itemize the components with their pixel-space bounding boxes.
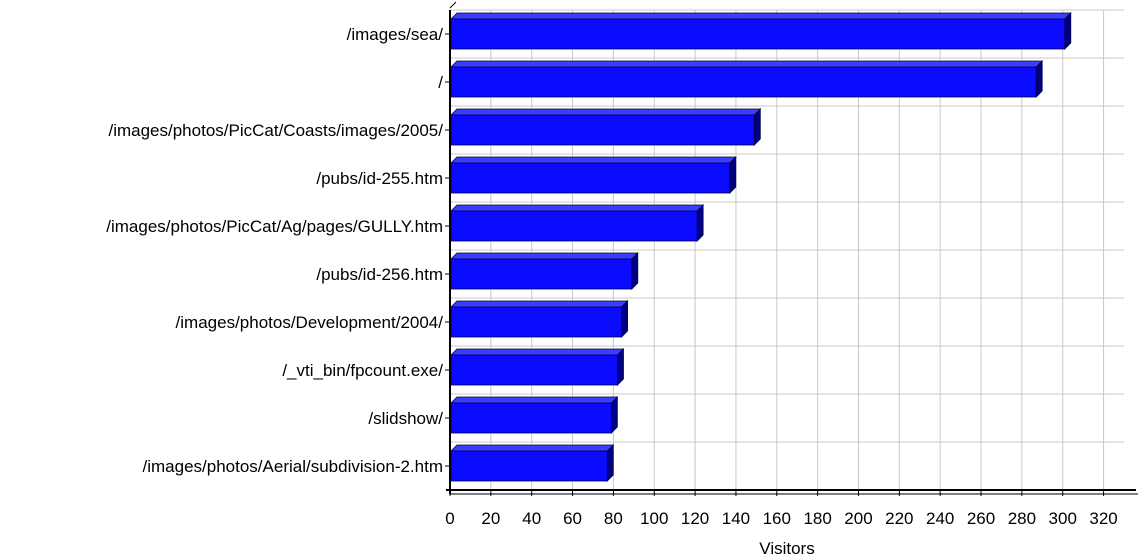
- bar-front-face: [450, 162, 731, 194]
- x-tick-label: 40: [522, 509, 541, 528]
- bar-side-face: [753, 108, 761, 146]
- bar-side-face: [621, 300, 628, 338]
- x-tick-label: 300: [1049, 509, 1077, 528]
- x-tick-label: 0: [445, 509, 454, 528]
- x-tick-labels: 0 20 40 60 80 100 120 140 160 180 200 220 240 260 280 3…: [445, 509, 1117, 528]
- bar: [450, 396, 619, 434]
- bar-front-face: [450, 210, 698, 242]
- category-label: /slidshow/: [368, 409, 443, 428]
- x-tick-label: 200: [844, 509, 872, 528]
- x-tick-label: 140: [722, 509, 750, 528]
- bar-side-face: [696, 204, 704, 242]
- bar-side-face: [1035, 60, 1043, 98]
- x-tick-label: 280: [1008, 509, 1036, 528]
- bar-top-face: [450, 444, 615, 452]
- bar: [450, 60, 1044, 98]
- bar-front-face: [450, 114, 755, 146]
- category-label: /images/photos/PicCat/Coasts/images/2005…: [108, 121, 443, 140]
- x-axis-title: Visitors: [759, 539, 814, 558]
- axes: [445, 1, 1138, 496]
- category-label: /images/sea/: [347, 25, 444, 44]
- bar-top-face: [450, 252, 639, 260]
- category-label: /images/photos/Aerial/subdivision-2.htm: [143, 457, 443, 476]
- x-tick-label: 320: [1089, 509, 1117, 528]
- bar-top-face: [450, 12, 1072, 20]
- bar: [450, 108, 762, 146]
- bar: [450, 300, 629, 338]
- bar-top-face: [450, 348, 625, 356]
- bar: [450, 348, 625, 386]
- category-label: /_vti_bin/fpcount.exe/: [282, 361, 443, 380]
- category-label: /images/photos/PicCat/Ag/pages/GULLY.htm: [106, 217, 443, 236]
- bar-front-face: [450, 66, 1037, 98]
- x-tick-label: 240: [926, 509, 954, 528]
- category-label: /pubs/id-256.htm: [316, 265, 443, 284]
- bar-top-face: [450, 204, 705, 212]
- x-tick-label: 60: [563, 509, 582, 528]
- category-label: /images/photos/Development/2004/: [176, 313, 444, 332]
- bar-front-face: [450, 450, 608, 482]
- x-tick-label: 260: [967, 509, 995, 528]
- bar: [450, 252, 639, 290]
- bar-front-face: [450, 354, 618, 386]
- bar-front-face: [450, 402, 612, 434]
- x-tick-label: 220: [885, 509, 913, 528]
- axis-depth-edge: [449, 1, 457, 9]
- bars: [450, 12, 1072, 482]
- bar-side-face: [610, 396, 618, 434]
- bar-side-face: [729, 156, 737, 194]
- bar: [450, 444, 615, 482]
- bar: [450, 12, 1072, 50]
- x-tick-label: 100: [640, 509, 668, 528]
- bar: [450, 204, 705, 242]
- bar-top-face: [450, 300, 629, 308]
- category-label: /: [438, 73, 443, 92]
- x-tick-label: 80: [604, 509, 623, 528]
- x-tick-label: 20: [481, 509, 500, 528]
- x-tick-label: 120: [681, 509, 709, 528]
- bar-top-face: [450, 108, 762, 116]
- bar: [450, 156, 737, 194]
- x-tick-label: 160: [763, 509, 791, 528]
- category-labels: /images/sea/ / /images/photos/PicCat/Coast…: [106, 25, 443, 476]
- bar-side-face: [1064, 12, 1072, 50]
- bar-front-face: [450, 258, 633, 290]
- x-tick-label: 180: [803, 509, 831, 528]
- bar-front-face: [450, 306, 622, 338]
- bar-side-face: [617, 348, 624, 386]
- bar-front-face: [450, 18, 1066, 50]
- bar-side-face: [606, 444, 614, 482]
- bar-side-face: [631, 252, 639, 290]
- bar-top-face: [450, 60, 1044, 68]
- bar-top-face: [450, 156, 737, 164]
- bar-top-face: [450, 396, 619, 404]
- category-label: /pubs/id-255.htm: [316, 169, 443, 188]
